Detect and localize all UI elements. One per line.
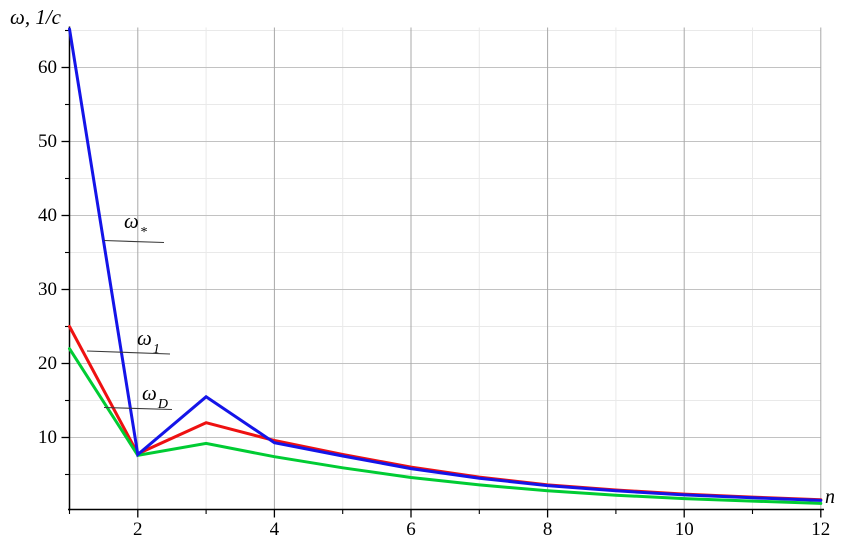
y-tick-label-30: 30 — [38, 278, 57, 300]
series-label-omega-star: ω* — [124, 209, 147, 240]
x-tick-label-10: 10 — [674, 519, 694, 540]
series-label-omega-star-base: ω — [124, 209, 139, 233]
y-tick-label-60: 60 — [38, 56, 57, 78]
series-label-omega-1-sub: 1 — [152, 342, 160, 358]
series-label-omega-star-sub: * — [139, 225, 147, 241]
series-label-omega-1-base: ω — [137, 326, 152, 350]
x-axis-title: n — [825, 486, 835, 508]
callout-line-omega_D — [103, 406, 173, 411]
series-label-omega-1: ω1 — [137, 326, 160, 357]
y-tick-label-10: 10 — [38, 426, 57, 448]
y-tick-label-50: 50 — [38, 130, 57, 152]
callout-line-omega_star — [103, 239, 165, 244]
y-tick-label-20: 20 — [38, 352, 57, 374]
series-label-omega-D-sub: D — [157, 397, 168, 413]
y-axis-title: ω, 1/c — [10, 5, 61, 29]
x-tick-label-6: 6 — [406, 519, 416, 540]
series-line-omega_star — [68, 27, 823, 502]
x-tick-label-12: 12 — [811, 519, 831, 540]
series-label-omega-D-base: ω — [142, 381, 157, 405]
callout-line-omega_1 — [86, 350, 171, 355]
series-label-omega-D: ωD — [142, 381, 168, 412]
x-tick-label-8: 8 — [542, 519, 553, 540]
x-tick-label-2: 2 — [133, 519, 143, 540]
series-line-omega_D — [68, 347, 823, 505]
y-tick-label-40: 40 — [38, 204, 57, 226]
x-tick-label-4: 4 — [269, 519, 280, 540]
